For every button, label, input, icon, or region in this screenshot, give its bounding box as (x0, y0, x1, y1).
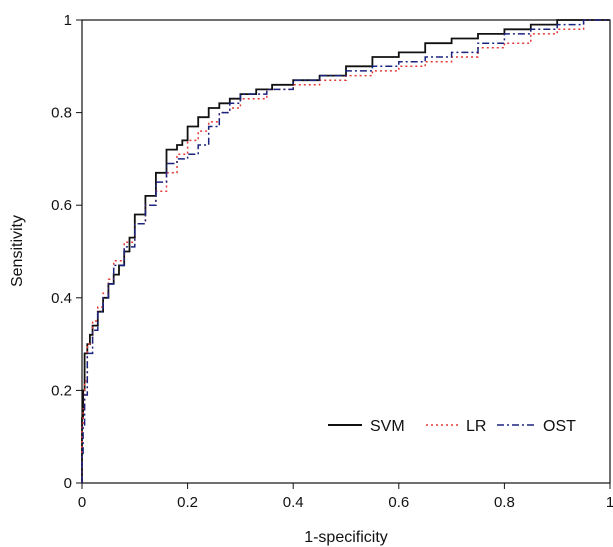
legend: SVM LR OST (328, 418, 576, 435)
x-tick-label: 1 (606, 494, 613, 511)
x-tick-label: 0.4 (283, 494, 304, 511)
series-line-ost (82, 20, 610, 483)
y-tick-label: 0.2 (51, 382, 72, 399)
series-layer (82, 20, 610, 483)
plot-area (82, 20, 610, 483)
x-tick-label: 0 (78, 494, 86, 511)
plot-frame (82, 20, 610, 483)
y-axis: 0 0.2 0.4 0.6 0.8 1 (51, 12, 82, 492)
x-tick-label: 0.6 (388, 494, 409, 511)
y-tick-label: 0.6 (51, 197, 72, 214)
legend-label-svm: SVM (370, 418, 405, 435)
x-axis: 0 0.2 0.4 0.6 0.8 1 (78, 483, 613, 511)
series-line-svm (82, 20, 610, 483)
y-tick-label: 1 (64, 12, 72, 29)
y-tick-label: 0.8 (51, 105, 72, 122)
legend-label-lr: LR (466, 418, 486, 435)
y-axis-label: Sensitivity (9, 215, 26, 287)
x-axis-label: 1-specificity (304, 529, 388, 546)
series-line-lr (82, 20, 610, 483)
x-tick-label: 0.2 (177, 494, 198, 511)
legend-label-ost: OST (543, 418, 576, 435)
y-tick-label: 0.4 (51, 290, 72, 307)
x-tick-label: 0.8 (494, 494, 515, 511)
y-tick-label: 0 (64, 475, 72, 492)
